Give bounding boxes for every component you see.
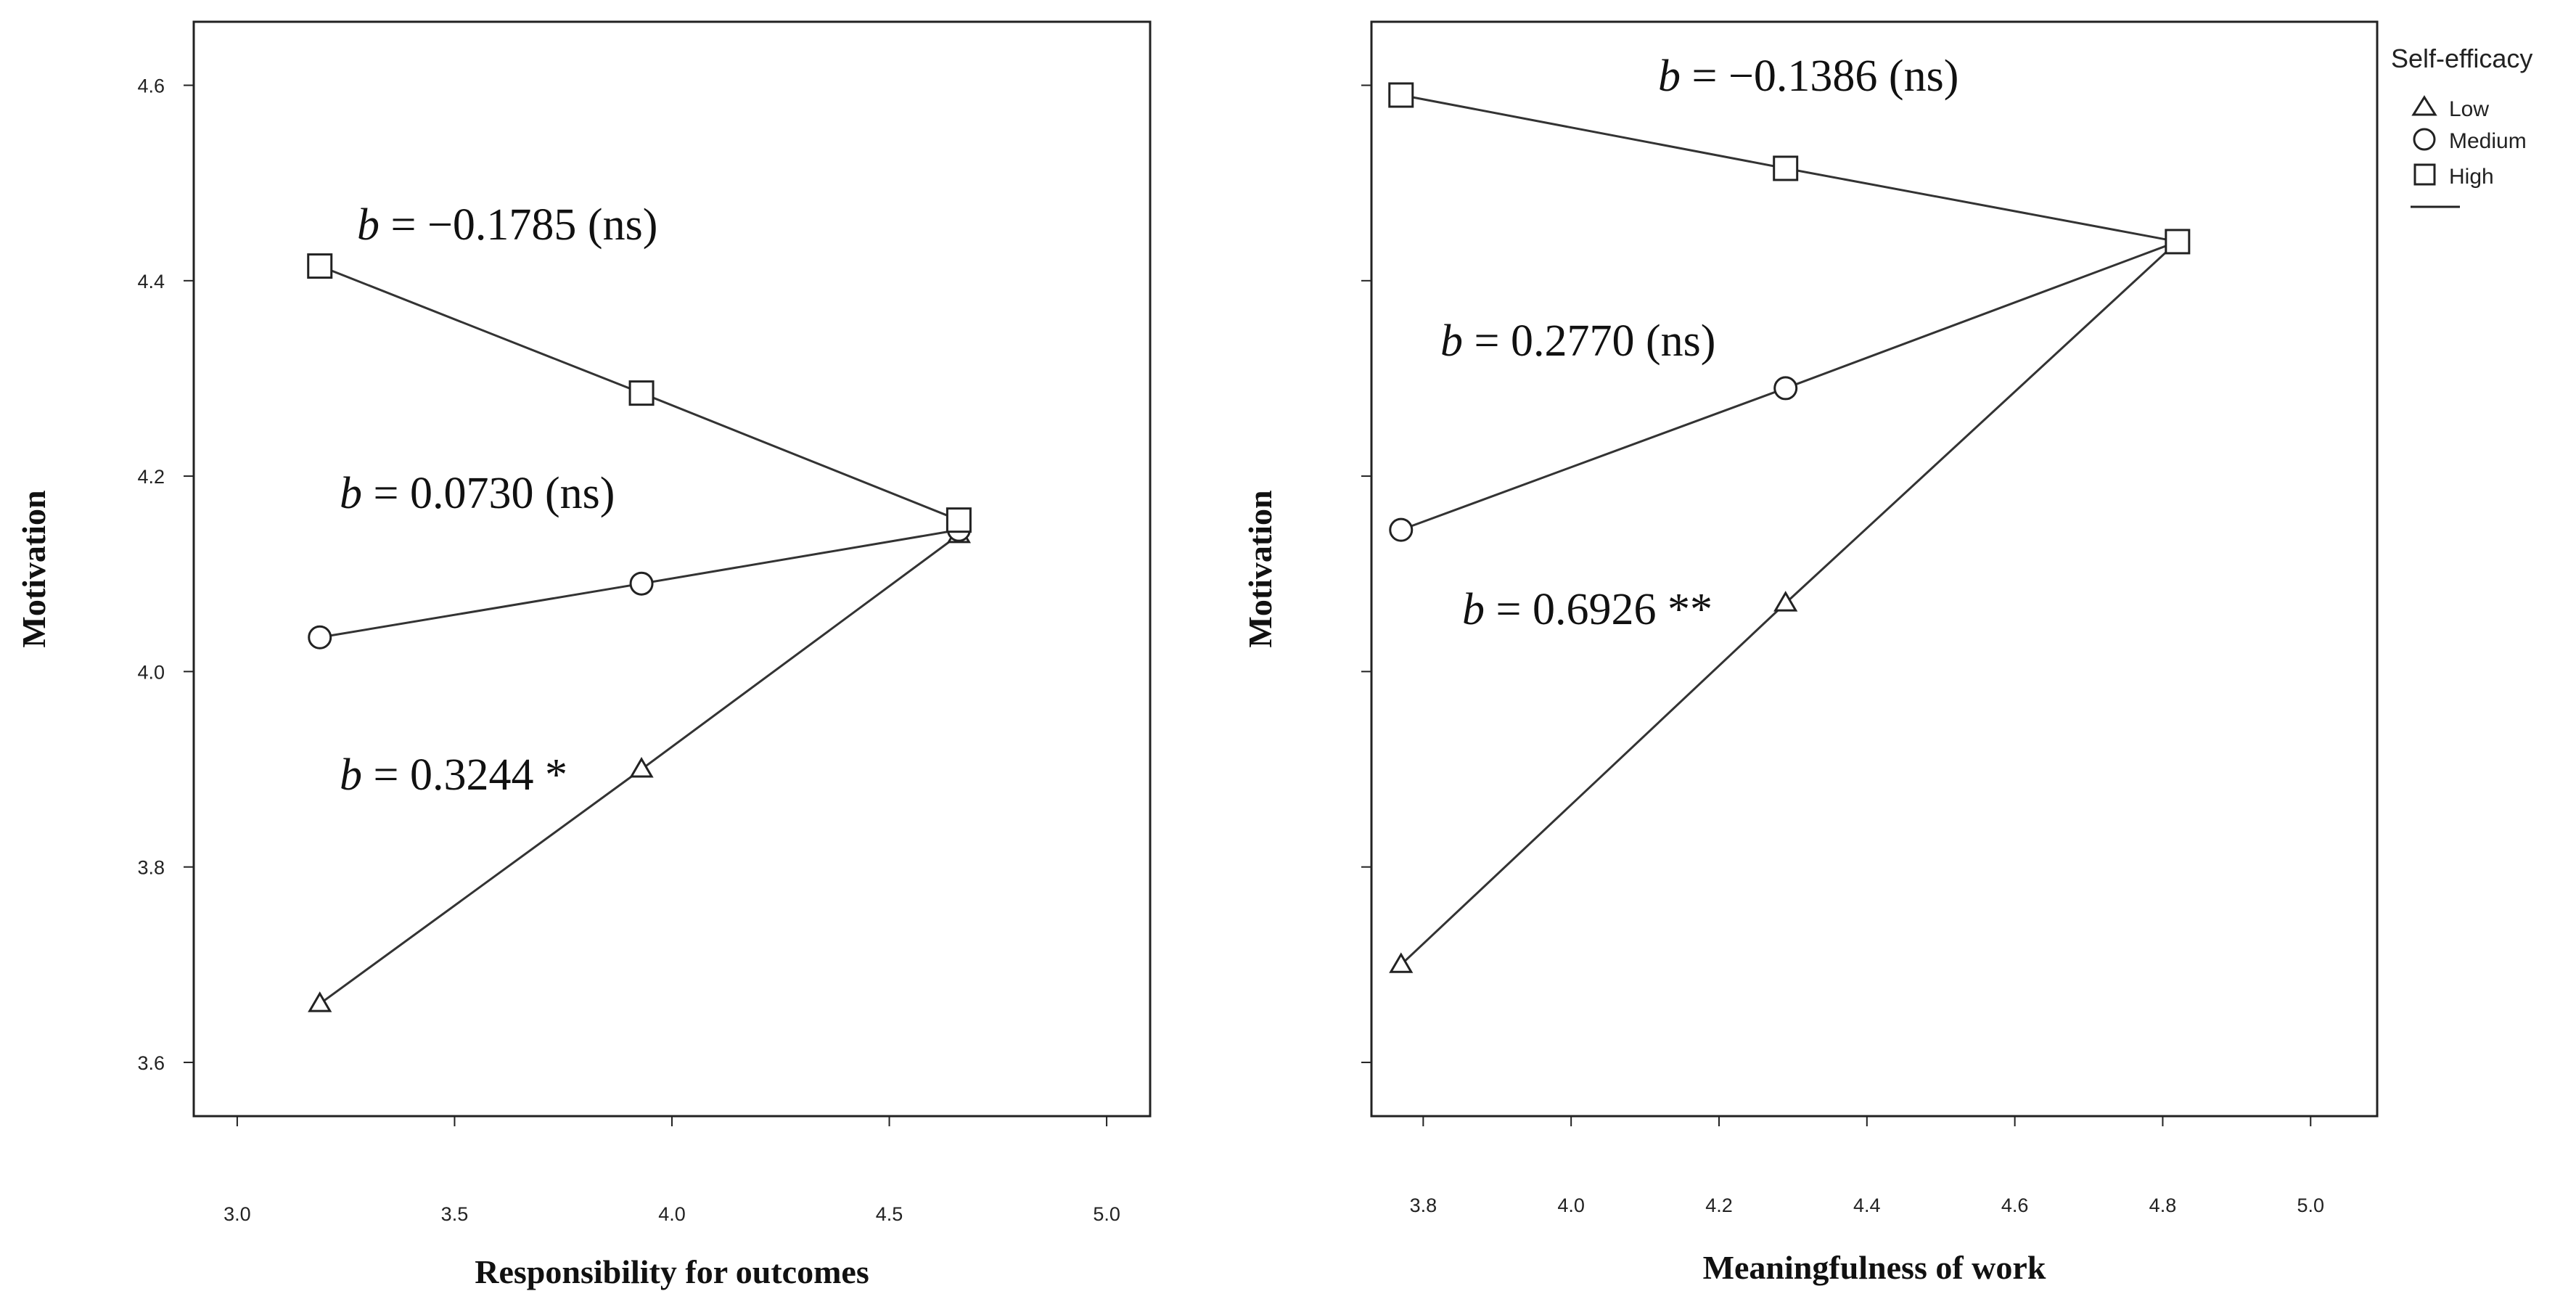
legend-item-medium: Medium [2413,128,2527,153]
x-ticks-left: 3.0 3.5 4.0 4.5 5.0 [223,1116,1120,1225]
markers-right [1388,82,2191,973]
legend-title: Self-efficacy [2391,44,2532,73]
point-medium [629,571,654,596]
x-tick-label: 4.4 [1853,1195,1881,1216]
y-tick-label: 4.2 [137,466,165,488]
plot-frame-right [1370,20,2379,1118]
x-tick-label: 5.0 [1093,1203,1120,1225]
legend-label-medium: Medium [2449,129,2527,153]
x-tick-label: 4.8 [2149,1195,2177,1216]
x-tick-label: 4.5 [876,1203,903,1225]
y-tick-label: 4.0 [137,661,165,683]
y-axis-title-left: Motivation [15,490,52,647]
point-high [307,253,333,279]
point-low [308,991,332,1012]
legend-triangle-icon [2411,95,2437,116]
point-high [1388,82,1414,108]
legend-item-high: High [2413,163,2494,189]
annotation-low-right: b = 0.6926 ** [1462,585,1712,634]
x-tick-label: 3.5 [441,1203,469,1225]
legend-item-low: Low [2411,95,2489,121]
point-high [628,380,655,406]
y-tick-label: 4.4 [137,271,165,292]
x-tick-label: 4.0 [658,1203,686,1225]
markers-left [307,253,972,1012]
x-axis-title-right: Meaningfulness of work [1703,1249,2046,1286]
x-tick-label: 3.0 [223,1203,251,1225]
point-high [1773,155,1799,181]
x-tick-label: 5.0 [2297,1195,2325,1216]
point-medium [1773,376,1798,401]
y-tick-label: 3.6 [137,1052,165,1074]
point-medium [308,625,332,650]
x-tick-label: 4.6 [2001,1195,2029,1216]
point-low [1773,591,1798,612]
x-tick-label: 3.8 [1410,1195,1437,1216]
legend-label-high: High [2449,165,2494,189]
point-low [1389,952,1414,973]
legend-square-icon [2413,163,2436,186]
annotation-medium-left: b = 0.0730 (ns) [340,469,615,518]
chart-right: 3.8 4.0 4.2 4.4 4.6 4.8 5.0 Meaningfulness of … [1242,20,2379,1286]
annotation-high-right: b = −0.1386 (ns) [1658,52,1958,101]
point-medium [1389,517,1414,542]
legend-circle-icon [2413,128,2436,151]
x-axis-title-left: Responsibility for outcomes [475,1253,869,1290]
y-ticks-left: 3.6 3.8 4.0 4.2 4.4 4.6 [137,75,194,1074]
chart-left: 3.0 3.5 4.0 4.5 5.0 3.6 3.8 4.0 4.2 4.4 4.6 Respo… [15,20,1152,1290]
annotation-low-left: b = 0.3244 * [340,750,567,800]
y-tick-label: 3.8 [137,857,165,879]
annotation-medium-right: b = 0.2770 (ns) [1440,316,1715,366]
legend-label-low: Low [2449,97,2489,121]
annotation-high-left: b = −0.1785 (ns) [357,200,657,250]
legend: Self-efficacy Low Medium High [2391,44,2532,208]
point-low [629,757,654,778]
x-tick-label: 4.0 [1557,1195,1585,1216]
y-ticks-right [1361,84,1371,1063]
y-axis-title-right: Motivation [1242,490,1279,647]
y-tick-label: 4.6 [137,75,165,97]
x-ticks-right: 3.8 4.0 4.2 4.4 4.6 4.8 5.0 [1410,1116,2324,1216]
point-high [2165,229,2191,255]
x-tick-label: 4.2 [1705,1195,1733,1216]
point-high [946,507,972,533]
